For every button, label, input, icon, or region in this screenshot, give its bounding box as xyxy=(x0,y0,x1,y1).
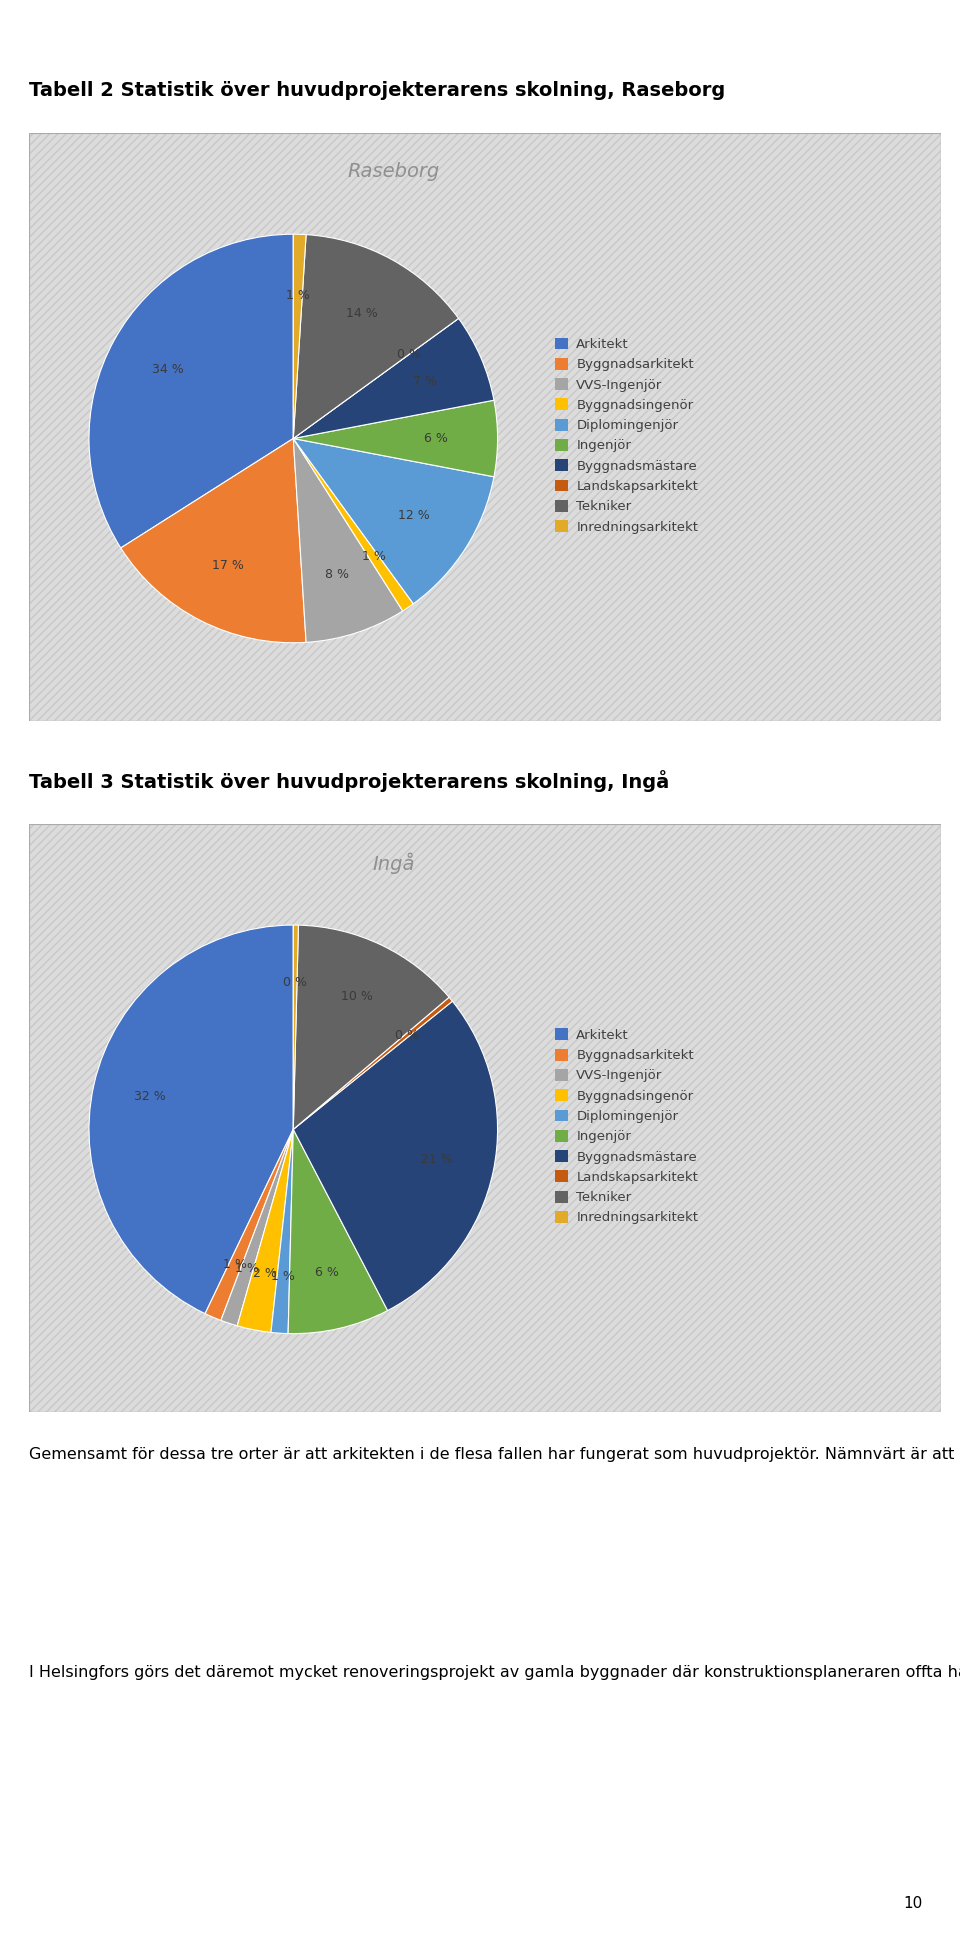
Text: Raseborg: Raseborg xyxy=(348,161,440,181)
Text: Gemensamt för dessa tre orter är att arkitekten i de flesa fallen har fungerat s: Gemensamt för dessa tre orter är att ark… xyxy=(29,1445,960,1463)
Text: Tabell 3 Statistik över huvudprojekterarens skolning, Ingå: Tabell 3 Statistik över huvudprojekterar… xyxy=(29,770,669,792)
Text: Ingå: Ingå xyxy=(372,854,415,875)
Text: Tabell 2 Statistik över huvudprojekterarens skolning, Raseborg: Tabell 2 Statistik över huvudprojekterar… xyxy=(29,82,725,99)
Text: I Helsingfors görs det däremot mycket renoveringsprojekt av gamla byggnader där : I Helsingfors görs det däremot mycket re… xyxy=(29,1663,960,1680)
Text: 10: 10 xyxy=(903,1896,923,1912)
